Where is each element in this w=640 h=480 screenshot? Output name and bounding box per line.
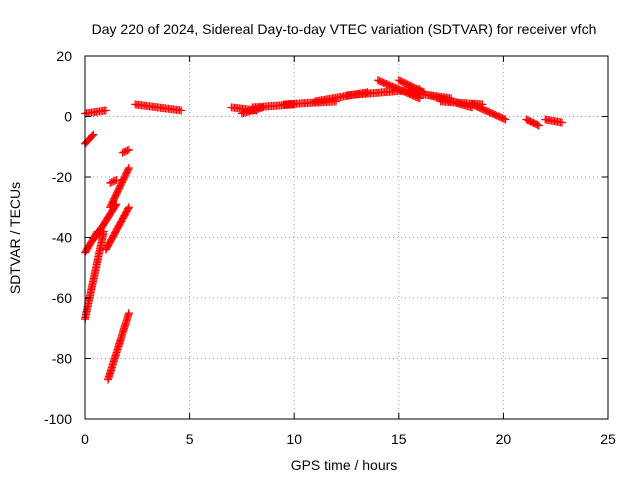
data-point [124, 145, 133, 154]
data-point [112, 176, 121, 185]
x-axis-label: GPS time / hours [291, 457, 398, 473]
data-track [106, 163, 133, 212]
data-point [501, 115, 510, 124]
x-tick-label: 10 [286, 431, 302, 447]
data-track [541, 115, 566, 127]
data-track [101, 203, 133, 254]
data-point [110, 176, 119, 185]
data-point [500, 114, 509, 123]
y-axis-label: SDTVAR / TECUs [7, 182, 23, 294]
y-axis-ticks: -100 -80 -60 -40 -20 0 20 [44, 48, 608, 427]
x-axis-ticks: 0 5 10 15 20 25 [81, 56, 616, 447]
data-track [436, 97, 487, 109]
data-point [124, 203, 133, 212]
data-point [534, 121, 543, 130]
chart-title: Day 220 of 2024, Sidereal Day-to-day VTE… [92, 21, 597, 37]
y-tick-label: -20 [52, 169, 72, 185]
x-tick-label: 25 [600, 431, 616, 447]
data-point [101, 106, 110, 115]
data-track [106, 176, 121, 188]
data-track [81, 130, 98, 148]
data-point [124, 204, 133, 213]
data-track [248, 100, 299, 112]
data-track [81, 106, 110, 118]
data-point [177, 106, 186, 115]
x-tick-label: 20 [496, 431, 512, 447]
data-track [522, 115, 543, 130]
data-point [415, 94, 424, 103]
x-tick-label: 0 [81, 431, 89, 447]
y-tick-label: 0 [64, 109, 72, 125]
x-tick-label: 5 [186, 431, 194, 447]
data-points [81, 76, 566, 384]
y-tick-label: -80 [52, 351, 72, 367]
y-tick-label: -100 [44, 411, 72, 427]
data-point [89, 130, 98, 139]
data-track [131, 100, 186, 115]
data-point [123, 146, 132, 155]
data-track [104, 309, 133, 384]
data-track [468, 100, 510, 124]
x-tick-label: 15 [391, 431, 407, 447]
data-track [118, 145, 133, 157]
data-point [533, 120, 542, 129]
data-point [124, 165, 133, 174]
data-point [88, 131, 97, 140]
y-tick-label: -40 [52, 230, 72, 246]
data-track [91, 200, 121, 242]
data-track [81, 227, 108, 324]
y-tick-label: 20 [56, 48, 72, 64]
data-point [124, 309, 133, 318]
y-tick-label: -60 [52, 290, 72, 306]
data-point [124, 163, 133, 172]
data-point [557, 118, 566, 127]
